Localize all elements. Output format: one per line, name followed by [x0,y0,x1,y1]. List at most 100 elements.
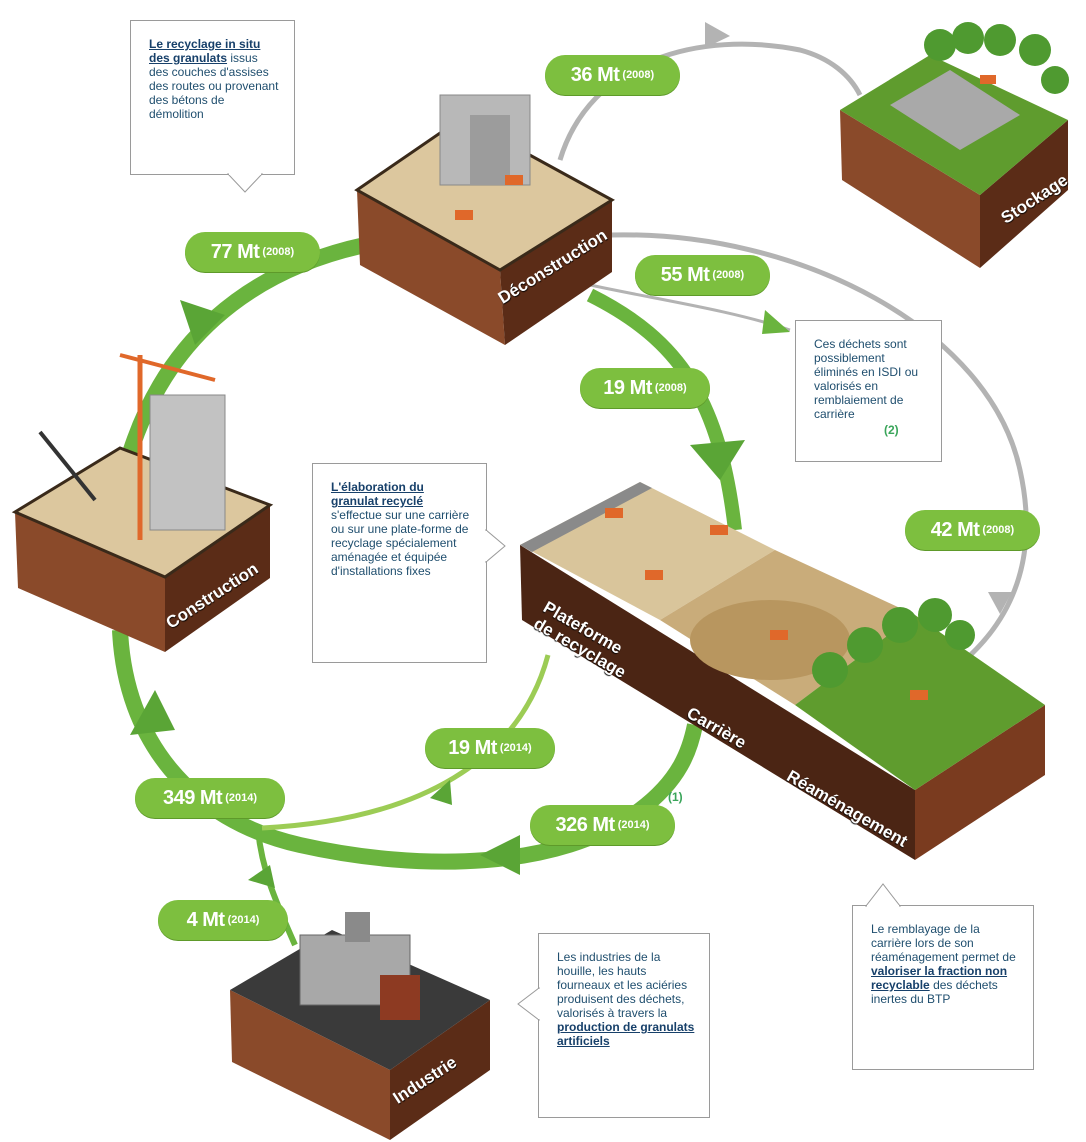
arrowhead [480,835,520,875]
flow-amount: 349 Mt [162,786,223,809]
callout-text: Le remblayage de la carrière lors de son… [871,922,1016,964]
block-side [520,545,915,860]
tree [984,24,1016,56]
tree [1019,34,1051,66]
flow-pill: 19 Mt (2014) [425,728,555,768]
note: (1) [668,790,683,804]
block-plateforme [520,482,1045,860]
flow-year: (2008) [622,69,655,81]
note: (2) [884,423,899,437]
road [520,482,652,552]
flow-pill: 326 Mt (2014) [530,805,675,845]
flow-pill: 42 Mt (2008) [905,510,1040,550]
block-deconstruction [354,94,615,345]
tree [812,652,848,688]
factory [380,975,420,1020]
tree [918,598,952,632]
arrowhead [988,592,1012,614]
callout-highlight: L'élaboration du granulat recyclé [331,480,424,508]
machine [980,75,996,84]
block-stockage [840,22,1069,268]
block-side [15,512,165,652]
flow-year: (2014) [227,914,260,926]
flow-year: (2008) [654,382,687,394]
arrowhead [705,22,730,48]
flow-amount: 19 Mt [448,736,497,759]
flow-arrow [261,654,551,831]
block-side [165,505,270,652]
trees [924,22,1069,94]
flow-year: (2008) [982,524,1015,536]
flow-arrow [557,41,863,161]
flow-pill: 36 Mt (2008) [545,55,680,95]
tree [924,29,956,61]
crane [119,353,216,382]
machine [455,210,473,220]
block-top [354,116,615,272]
machine [645,570,663,580]
callout: L'élaboration du granulat recyclé s'effe… [312,463,487,663]
flow-arrow [112,629,703,870]
arrowhead [690,440,745,480]
flow-year: (2014) [225,792,258,804]
machine [505,175,523,185]
flow-year: (2014) [617,819,650,831]
flow-amount: 4 Mt [186,908,226,931]
arrowhead [130,690,175,735]
flow-year: (2008) [262,246,295,258]
flow-amount: 36 Mt [570,63,620,86]
callout: Les industries de la houille, les hauts … [538,933,710,1118]
callout-text: Ces déchets sont possiblement éliminés e… [814,337,919,421]
arrowhead [762,310,790,334]
green-arrowheads [130,300,745,888]
flow-arrow [609,232,1029,662]
flow-pill: 349 Mt (2014) [135,778,285,818]
callout-text: s'effectue sur une carrière ou sur une p… [331,508,470,578]
block-side [230,990,390,1140]
machine [910,690,928,700]
tree [1041,66,1069,94]
crane [38,430,97,502]
arrowhead [248,865,275,888]
block-construction [11,353,274,652]
flow-year: (2014) [499,742,532,754]
callout-text: issus des couches d'assises des routes o… [149,51,279,121]
building [149,394,226,531]
callout: Ces déchets sont possiblement éliminés e… [795,320,942,462]
flow-pill: 55 Mt (2008) [635,255,770,295]
block-side [915,705,1045,860]
callout-highlight: production de granulats artificiels [557,1020,695,1048]
callout-highlight: valoriser la fraction non recyclable [871,964,1008,992]
callout-text: Les industries de la houille, les hauts … [557,950,688,1020]
tree [882,607,918,643]
callout-highlight: Le recyclage in situ des granulats [149,37,261,65]
factory [345,912,370,942]
arrowhead [180,300,225,345]
block-industrie [230,912,490,1140]
block-side [840,110,980,268]
flow-amount: 77 Mt [210,240,260,263]
tree [847,627,883,663]
block-side [980,120,1068,268]
machine [710,525,728,535]
tree [952,22,984,54]
callout: Le recyclage in situ des granulats issus… [130,20,295,175]
pit [890,70,1020,150]
tree [945,620,975,650]
callout-text: des déchets inertes du BTP [871,978,998,1006]
block-side [357,190,505,345]
callout: Le remblayage de la carrière lors de son… [852,905,1034,1070]
flow-pill: 19 Mt (2008) [580,368,710,408]
trees [812,598,975,688]
flow-amount: 19 Mt [603,376,652,399]
block-side [390,1000,490,1140]
grey-arrowheads [705,22,1012,614]
flow-year: (2008) [712,269,745,281]
building [470,115,510,185]
flow-amount: 326 Mt [555,813,615,836]
machine [605,508,623,518]
block-side [500,200,612,345]
flow-amount: 42 Mt [930,518,980,541]
